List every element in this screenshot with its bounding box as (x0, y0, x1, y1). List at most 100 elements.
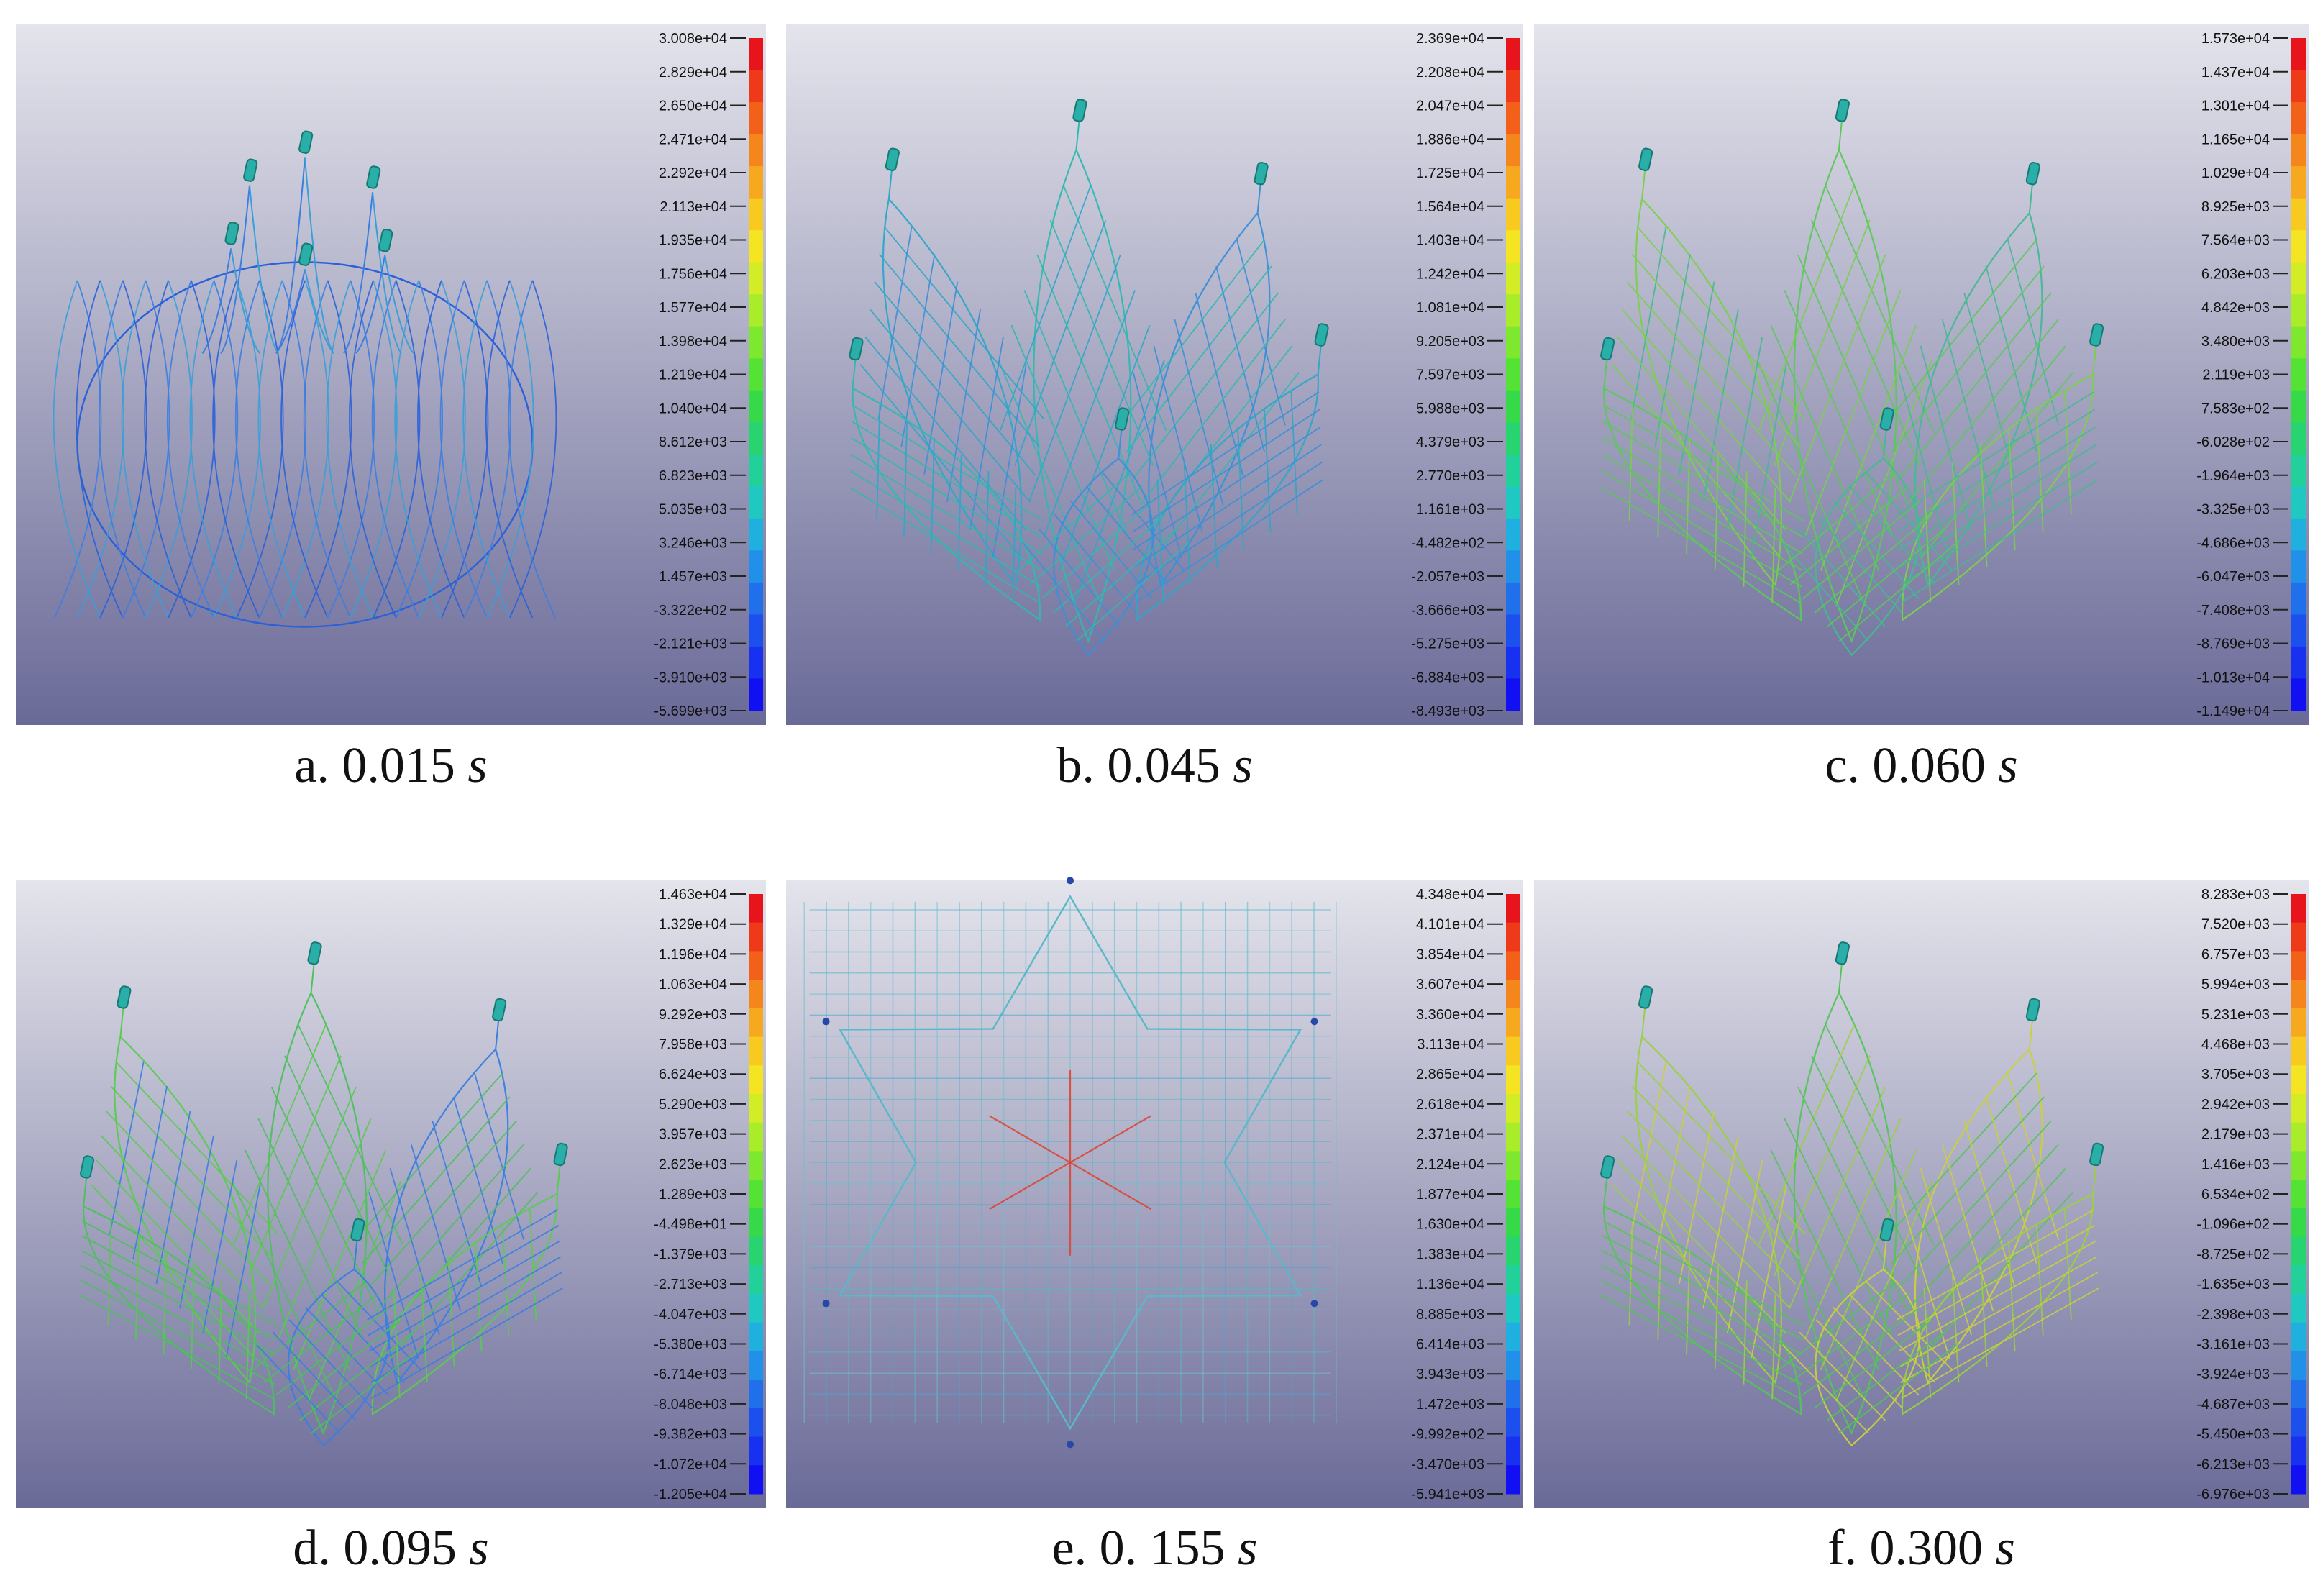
colorbar-segment (2291, 678, 2306, 711)
colorbar-segment (1506, 294, 1520, 327)
colorbar-tick-label: 5.231e+03 (2201, 1007, 2270, 1023)
colorbar-segment (749, 1008, 763, 1038)
colorbar-tick-label: -4.686e+03 (2196, 535, 2270, 551)
colorbar-segment (2291, 198, 2306, 231)
colorbar-tick-label: -1.635e+03 (2196, 1277, 2270, 1292)
colorbar-tick-label: 1.040e+04 (659, 401, 727, 416)
anchor-node (1879, 1218, 1894, 1269)
colorbar-tick-label: 1.161e+03 (1416, 502, 1484, 518)
colorbar-segment (2291, 70, 2306, 103)
colorbar-segment (2291, 1351, 2306, 1380)
colorbar-legend: 8.283e+03 7.520e+03 6.757e+03 5.994e+03 5.23… (2196, 887, 2306, 1502)
anchor-node (1600, 337, 1615, 389)
colorbar-tick-label: 2.650e+04 (659, 99, 727, 114)
colorbar-tick-label: -8.048e+03 (654, 1397, 727, 1413)
colorbar-segment (2291, 951, 2306, 980)
colorbar-tick-label: -2.057e+03 (1411, 569, 1484, 585)
colorbar-segment (749, 1208, 763, 1238)
colorbar-segment (749, 1465, 763, 1495)
colorbar-tick-label: 8.885e+03 (1416, 1307, 1484, 1323)
colorbar-segment (2291, 326, 2306, 359)
colorbar-segment (1506, 646, 1520, 679)
colorbar-tick-label: 8.925e+03 (2201, 199, 2270, 215)
colorbar-tick-label: 3.705e+03 (2201, 1067, 2270, 1082)
colorbar-segment (749, 646, 763, 679)
panel-background (786, 24, 1523, 725)
colorbar-tick-label: -1.013e+04 (2196, 670, 2270, 685)
panel-e: 4.348e+04 4.101e+04 3.854e+04 3.607e+04 3.36… (786, 877, 1523, 1576)
panel-caption: a. 0.015 s (294, 738, 487, 793)
colorbar-segment (1506, 550, 1520, 583)
colorbar-segment (2291, 1180, 2306, 1209)
colorbar-tick-label: 1.564e+04 (1416, 199, 1484, 215)
colorbar-segment (749, 454, 763, 487)
colorbar-tick-label: 2.618e+04 (1416, 1097, 1484, 1113)
colorbar-segment (2291, 1151, 2306, 1180)
panel-caption: b. 0.045 s (1056, 738, 1252, 793)
panel-background (1534, 880, 2309, 1508)
colorbar-tick-label: -3.924e+03 (2196, 1367, 2270, 1382)
colorbar-legend: 3.008e+04 2.829e+04 2.650e+04 2.471e+04 2.29… (654, 31, 763, 719)
colorbar-segment (749, 1351, 763, 1380)
anchor-node (1310, 1018, 1318, 1026)
colorbar-segment (1506, 518, 1520, 551)
colorbar-segment (749, 230, 763, 263)
colorbar-segment (1506, 38, 1520, 71)
panel-a: 3.008e+04 2.829e+04 2.650e+04 2.471e+04 2.29… (16, 24, 766, 793)
panel-caption: d. 0.095 s (293, 1520, 488, 1576)
colorbar-segment (749, 294, 763, 327)
mesh-c (1600, 99, 2104, 657)
colorbar-tick-label: -6.213e+03 (2196, 1456, 2270, 1472)
colorbar-segment (1506, 1094, 1520, 1123)
colorbar-tick-label: 7.583e+02 (2201, 401, 2270, 416)
colorbar-tick-label: 1.877e+04 (1416, 1187, 1484, 1203)
colorbar-segment (749, 198, 763, 231)
colorbar-tick-label: -6.884e+03 (1411, 670, 1484, 685)
colorbar-tick-label: 1.081e+04 (1416, 300, 1484, 316)
colorbar-segment (2291, 166, 2306, 199)
colorbar-segment (1506, 922, 1520, 952)
anchor-node (378, 229, 393, 252)
colorbar-segment (749, 390, 763, 423)
mesh-b (849, 99, 1329, 657)
colorbar-segment (2291, 550, 2306, 583)
colorbar-tick-label: 7.597e+03 (1416, 368, 1484, 383)
colorbar-tick-label: -3.666e+03 (1411, 603, 1484, 619)
panel-background (1534, 24, 2309, 725)
anchor-node (1638, 147, 1653, 199)
colorbar-segment (749, 980, 763, 1009)
colorbar-tick-label: 1.725e+04 (1416, 165, 1484, 181)
colorbar-segment (2291, 518, 2306, 551)
anchor-node (1067, 877, 1074, 885)
colorbar-segment (749, 951, 763, 980)
colorbar-tick-label: 6.534e+02 (2201, 1187, 2270, 1203)
colorbar-segment (2291, 1236, 2306, 1266)
panel-background (786, 880, 1523, 1508)
colorbar-segment (2291, 894, 2306, 924)
colorbar-tick-label: 3.360e+04 (1416, 1007, 1484, 1023)
colorbar-tick-label: -5.380e+03 (654, 1337, 727, 1353)
colorbar-segment (749, 1265, 763, 1295)
colorbar-segment (749, 1065, 763, 1095)
colorbar-tick-label: -1.149e+04 (2196, 703, 2270, 719)
colorbar-tick-label: 3.246e+03 (659, 535, 727, 551)
colorbar-tick-label: -1.964e+03 (2196, 468, 2270, 484)
colorbar-tick-label: 2.865e+04 (1416, 1067, 1484, 1082)
colorbar-tick-label: -1.379e+03 (654, 1246, 727, 1262)
colorbar-tick-label: 4.101e+04 (1416, 917, 1484, 933)
colorbar-segment (2291, 646, 2306, 679)
colorbar-segment (2291, 358, 2306, 391)
colorbar-tick-label: -3.325e+03 (2196, 502, 2270, 518)
colorbar-tick-label: 2.829e+04 (659, 65, 727, 81)
colorbar-segment (1506, 1151, 1520, 1180)
anchor-node (2089, 1142, 2104, 1195)
colorbar-segment (1506, 166, 1520, 199)
colorbar-tick-label: -7.408e+03 (2196, 603, 2270, 619)
colorbar-tick-label: -5.450e+03 (2196, 1427, 2270, 1443)
anchor-node (350, 1218, 365, 1269)
colorbar-tick-label: 3.607e+04 (1416, 977, 1484, 993)
colorbar-tick-label: 5.035e+03 (659, 502, 727, 518)
colorbar-tick-label: 1.029e+04 (2201, 165, 2270, 181)
anchor-node (1067, 1441, 1074, 1449)
colorbar-tick-label: -8.769e+03 (2196, 637, 2270, 652)
